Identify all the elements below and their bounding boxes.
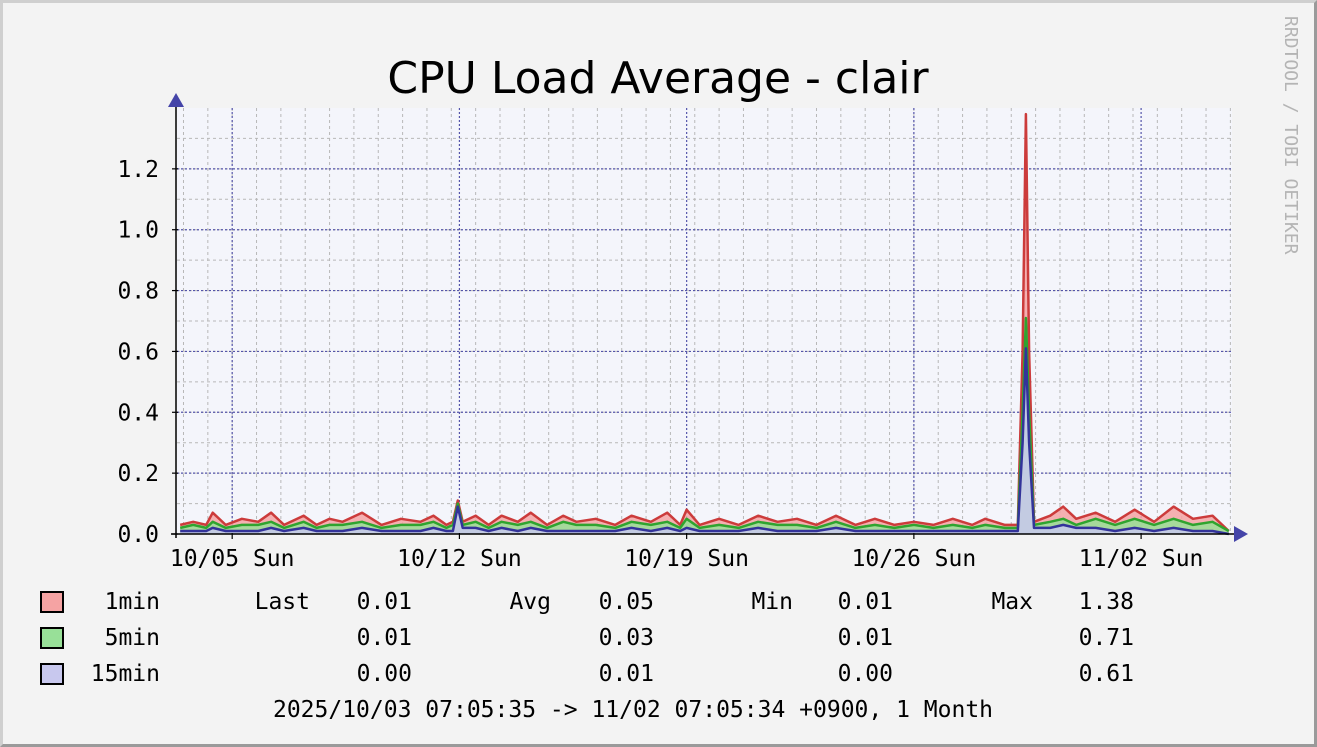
legend-last-15min: 0.00	[357, 661, 412, 687]
y-tick-label: 0.6	[117, 339, 159, 365]
legend-row-5min: 5min 0.01 0.03 0.01 0.71	[40, 625, 1134, 651]
legend-min-5min: 0.01	[838, 625, 893, 651]
legend: 1min Last 0.01 Avg 0.05 Min 0.01 Max 1.3…	[40, 589, 1134, 687]
legend-max-5min: 0.71	[1079, 625, 1134, 651]
legend-name-15min: 15min	[91, 661, 160, 687]
legend-max-1min: 1.38	[1079, 589, 1134, 615]
y-axis-arrow	[168, 93, 184, 107]
y-tick-label: 1.0	[117, 218, 159, 244]
legend-swatch-1min	[40, 591, 64, 613]
legend-last-1min: 0.01	[357, 589, 412, 615]
legend-avg-15min: 0.01	[599, 661, 654, 687]
legend-row-1min: 1min Last 0.01 Avg 0.05 Min 0.01 Max 1.3…	[40, 589, 1134, 615]
y-tick-labels: 0.0 0.2 0.4 0.6 0.8 1.0 1.2	[117, 157, 159, 548]
legend-max-15min: 0.61	[1079, 661, 1134, 687]
chart-title: CPU Load Average - clair	[387, 53, 929, 104]
legend-avg-5min: 0.03	[599, 625, 654, 651]
x-tick-labels: 10/05 Sun 10/12 Sun 10/19 Sun 10/26 Sun 11/0…	[170, 546, 1204, 572]
series-line-15min	[180, 347, 1230, 536]
legend-min-1min: 0.01	[838, 589, 893, 615]
time-range-footer: 2025/10/03 07:05:35 -> 11/02 07:05:34 +0…	[273, 697, 993, 723]
legend-header-min: Min	[751, 589, 793, 615]
legend-row-15min: 15min 0.00 0.01 0.00 0.61	[40, 661, 1134, 687]
series-layer	[179, 112, 1230, 536]
legend-swatch-5min	[40, 627, 64, 649]
x-axis-arrow	[1234, 526, 1248, 542]
x-tick-label: 10/26 Sun	[852, 546, 977, 572]
x-tick-label: 10/12 Sun	[397, 546, 522, 572]
legend-swatch-15min	[40, 663, 64, 685]
y-tick-label: 0.0	[117, 522, 159, 548]
legend-name-1min: 1min	[105, 589, 160, 615]
legend-min-15min: 0.00	[838, 661, 893, 687]
series-line-1min	[179, 112, 1230, 532]
legend-header-avg: Avg	[509, 589, 551, 615]
axes	[168, 93, 1248, 542]
legend-last-5min: 0.01	[357, 625, 412, 651]
legend-name-5min: 5min	[105, 625, 160, 651]
major-grid	[177, 108, 1232, 534]
legend-header-last: Last	[255, 589, 310, 615]
minor-grid	[177, 108, 1232, 534]
legend-avg-1min: 0.05	[599, 589, 654, 615]
y-tick-label: 0.4	[117, 400, 159, 426]
y-tick-label: 0.2	[117, 461, 159, 487]
watermark: RRDTOOL / TOBI OETIKER	[1280, 16, 1301, 255]
x-tick-label: 10/05 Sun	[170, 546, 295, 572]
y-tick-label: 0.8	[117, 279, 159, 305]
legend-header-max: Max	[991, 589, 1033, 615]
x-tick-label: 11/02 Sun	[1079, 546, 1204, 572]
x-tick-label: 10/19 Sun	[624, 546, 749, 572]
y-tick-label: 1.2	[117, 157, 159, 183]
